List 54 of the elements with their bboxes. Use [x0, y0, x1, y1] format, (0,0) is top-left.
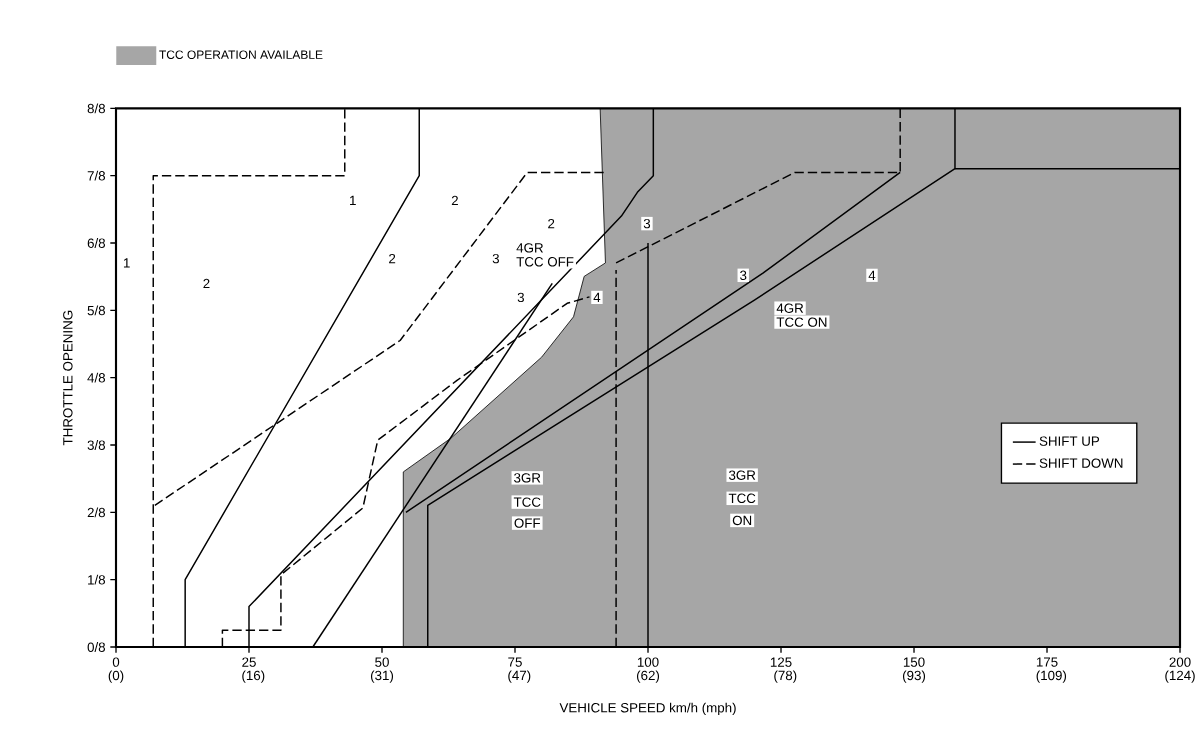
annotation: 2 — [203, 278, 210, 289]
annotation: 3 — [517, 292, 524, 303]
x-tick-label: 100 — [637, 657, 659, 667]
x2-tick-label: (62) — [636, 670, 660, 683]
x-tick-label: 0 — [112, 657, 120, 667]
x2-tick-label: (0) — [108, 670, 124, 683]
x2-tick-label: (16) — [242, 670, 265, 683]
annotation: 3 — [740, 270, 747, 281]
y-tick-label: 6/8 — [87, 238, 106, 248]
annotation: 3GR — [514, 473, 541, 483]
x-tick-label: 125 — [770, 657, 792, 667]
x2-tick-label: (93) — [902, 670, 926, 683]
annotation: TCC OFF — [516, 257, 574, 267]
y-tick-label: 0/8 — [87, 642, 106, 652]
x2-tick-label: (31) — [370, 670, 394, 683]
x2-tick-label: (47) — [508, 670, 531, 683]
x-axis-title: VEHICLE SPEED km/h (mph) — [559, 702, 736, 716]
legend-label: TCC OPERATION AVAILABLE — [159, 50, 323, 59]
x2-tick-label: (78) — [774, 670, 797, 683]
annotation: 1 — [350, 195, 356, 206]
y-tick-label: 2/8 — [87, 507, 106, 518]
x2-tick-label: (124) — [1165, 670, 1195, 683]
annotation: 3 — [492, 253, 499, 264]
x-tick-label: 150 — [903, 657, 925, 667]
x-tick-label: 50 — [375, 657, 389, 667]
annotation: 4GR — [516, 243, 543, 253]
legend-label: SHIFT DOWN — [1039, 458, 1123, 468]
legend-label: SHIFT UP — [1039, 436, 1100, 446]
x-tick-label: 75 — [508, 657, 522, 667]
y-tick-label: 3/8 — [87, 440, 106, 450]
y-axis-title: THROTTLE OPENING — [63, 310, 73, 446]
x-tick-label: 200 — [1169, 657, 1191, 667]
y-tick-label: 4/8 — [87, 372, 106, 383]
annotation: TCC ON — [776, 317, 827, 327]
annotation: 2 — [548, 218, 555, 229]
annotation: 2 — [451, 195, 458, 206]
x-tick-label: 175 — [1036, 657, 1058, 667]
annotation: 4 — [868, 270, 876, 280]
x2-tick-label: (109) — [1036, 670, 1067, 683]
annotation: OFF — [514, 518, 541, 528]
annotation: ON — [732, 515, 752, 526]
y-tick-label: 1/8 — [88, 574, 106, 585]
y-tick-label: 5/8 — [87, 305, 106, 316]
y-tick-label: 8/8 — [87, 103, 106, 114]
annotation: 3 — [643, 218, 651, 229]
annotation: 4 — [593, 292, 601, 302]
annotation: 3GR — [728, 470, 756, 480]
annotation: TCC — [513, 497, 541, 507]
annotation: TCC — [728, 493, 756, 504]
annotation: 2 — [389, 253, 396, 264]
annotation: 4GR — [776, 303, 804, 313]
y-tick-label: 7/8 — [87, 170, 106, 181]
annotation: 1 — [123, 258, 130, 268]
x-tick-label: 25 — [242, 657, 256, 667]
